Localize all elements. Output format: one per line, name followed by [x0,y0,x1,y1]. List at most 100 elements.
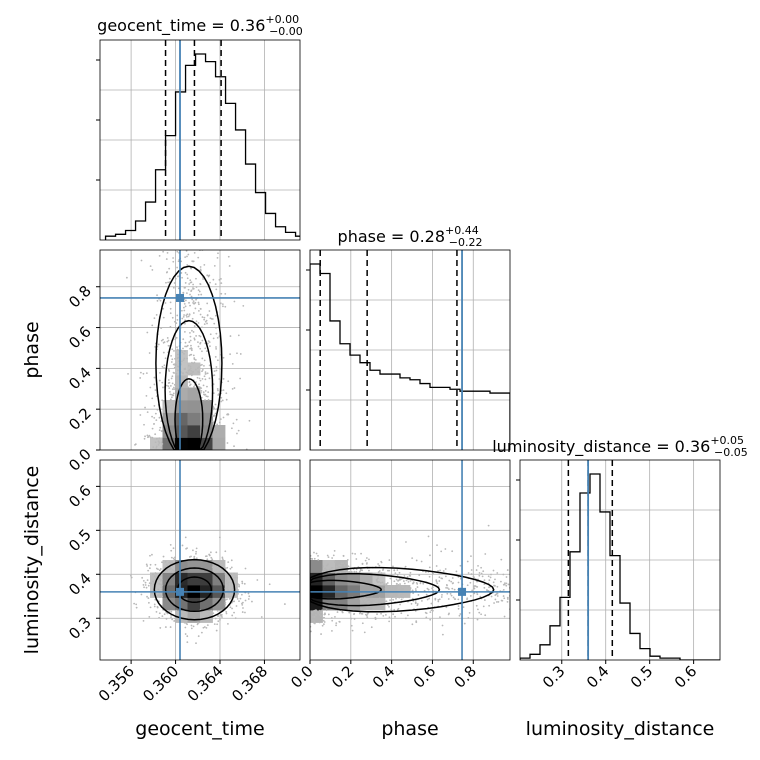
sample-point-geocent_time-luminosity_distance [244,567,247,570]
sample-point-geocent_time-phase [166,337,169,339]
sample-point-phase-luminosity_distance [448,579,451,582]
sample-point-phase-luminosity_distance [428,566,431,569]
sample-point-geocent_time-phase [169,325,172,328]
sample-point-phase-luminosity_distance [504,582,506,584]
sample-point-geocent_time-luminosity_distance [227,561,230,564]
sample-point-geocent_time-phase [201,326,203,329]
ytick-label-phase-0: 0.0 [65,445,95,475]
sample-point-phase-luminosity_distance [335,565,338,568]
sample-point-geocent_time-luminosity_distance [160,588,163,591]
sample-point-geocent_time-phase [209,281,211,284]
sample-point-phase-luminosity_distance [457,581,460,584]
sample-point-geocent_time-phase [190,349,193,352]
sample-point-phase-luminosity_distance [365,557,368,559]
sample-point-geocent_time-phase [200,387,203,390]
sample-point-geocent_time-phase [206,385,208,388]
sample-point-geocent_time-luminosity_distance [186,641,189,644]
sample-point-phase-luminosity_distance [384,613,387,616]
sample-point-geocent_time-luminosity_distance [159,579,162,582]
sample-point-geocent_time-phase [171,358,174,361]
sample-point-geocent_time-phase [195,381,197,383]
sample-point-geocent_time-phase [202,384,205,387]
sample-point-geocent_time-phase [171,404,174,406]
sample-point-phase-luminosity_distance [343,564,346,567]
sample-point-geocent_time-phase [167,382,170,384]
sample-point-geocent_time-phase [166,405,169,408]
sample-point-phase-luminosity_distance [482,570,485,573]
xtick-label-phase-3: 0.6 [410,662,440,692]
sample-point-phase-luminosity_distance [453,588,456,591]
sample-point-geocent_time-phase [203,323,206,326]
sample-point-geocent_time-luminosity_distance [143,586,145,589]
sample-point-phase-luminosity_distance [342,555,345,557]
sample-point-geocent_time-phase [144,406,146,409]
ytick-label-phase-1: 0.2 [65,404,95,434]
sample-point-geocent_time-phase [183,286,186,289]
sample-point-geocent_time-phase [204,347,207,350]
sample-point-geocent_time-phase [215,369,218,372]
sample-point-phase-luminosity_distance [361,622,364,625]
sample-point-phase-luminosity_distance [418,574,421,577]
sample-point-phase-luminosity_distance [476,593,479,596]
sample-point-geocent_time-phase [236,352,238,355]
sample-point-phase-luminosity_distance [363,631,366,634]
sample-point-geocent_time-phase [183,383,186,386]
frame-diag-luminosity_distance [519,459,721,661]
sample-point-geocent_time-phase [169,307,172,310]
sample-point-phase-luminosity_distance [348,570,351,573]
sample-point-phase-luminosity_distance [447,588,450,590]
sample-point-phase-luminosity_distance [429,554,431,557]
sample-point-phase-luminosity_distance [341,610,344,613]
sample-point-geocent_time-luminosity_distance [283,603,286,605]
sample-point-geocent_time-phase [227,380,230,383]
sample-point-geocent_time-luminosity_distance [152,573,154,576]
sample-point-geocent_time-phase [219,302,222,305]
sample-point-geocent_time-phase [211,420,214,423]
sample-point-phase-luminosity_distance [380,612,382,615]
sample-point-phase-luminosity_distance [476,608,479,611]
density-cell-geocent_time-phase [212,425,226,438]
ytick-label-luminosity_distance-1: 0.4 [65,569,95,599]
contour-geocent_time-phase-1 [164,319,214,450]
sample-point-geocent_time-luminosity_distance [229,606,232,609]
sample-point-phase-luminosity_distance [388,620,391,623]
sample-point-geocent_time-phase [190,369,193,372]
sample-point-geocent_time-phase [197,385,200,388]
sample-point-geocent_time-luminosity_distance [196,623,199,626]
sample-point-geocent_time-phase [231,388,234,390]
sample-point-phase-luminosity_distance [457,607,460,610]
sample-point-geocent_time-phase [197,293,200,296]
sample-point-geocent_time-luminosity_distance [240,593,243,596]
sample-point-geocent_time-phase [199,313,202,316]
sample-point-phase-luminosity_distance [376,598,379,601]
sample-point-geocent_time-phase [166,410,169,413]
sample-point-phase-luminosity_distance [400,612,403,615]
sample-point-geocent_time-phase [192,362,195,365]
sample-point-geocent_time-phase [177,349,179,351]
sample-point-phase-luminosity_distance [455,570,458,573]
sample-point-geocent_time-phase [188,384,191,387]
sample-point-geocent_time-phase [161,443,164,445]
sample-point-phase-luminosity_distance [476,618,479,621]
sample-point-phase-luminosity_distance [470,555,472,557]
sample-point-geocent_time-phase [214,314,217,317]
sample-point-phase-luminosity_distance [440,596,443,598]
sample-point-phase-luminosity_distance [473,592,476,595]
sample-point-geocent_time-phase [175,336,178,339]
sample-point-geocent_time-phase [202,391,205,394]
sample-point-phase-luminosity_distance [470,573,473,576]
sample-point-geocent_time-phase [188,381,191,384]
sample-point-geocent_time-phase [159,426,162,429]
title-luminosity-distance: luminosity_distance = 0.36+0.05 −0.05 [492,434,748,459]
sample-point-geocent_time-luminosity_distance [247,592,250,595]
sample-point-phase-luminosity_distance [437,569,439,572]
sample-point-phase-luminosity_distance [365,562,368,565]
sample-point-geocent_time-phase [205,395,208,398]
sample-point-geocent_time-phase [208,377,211,380]
sample-point-geocent_time-phase [156,437,158,440]
sample-point-phase-luminosity_distance [506,596,509,599]
sample-point-geocent_time-phase [167,281,169,284]
sample-point-phase-luminosity_distance [368,600,371,603]
sample-point-phase-luminosity_distance [490,595,493,598]
